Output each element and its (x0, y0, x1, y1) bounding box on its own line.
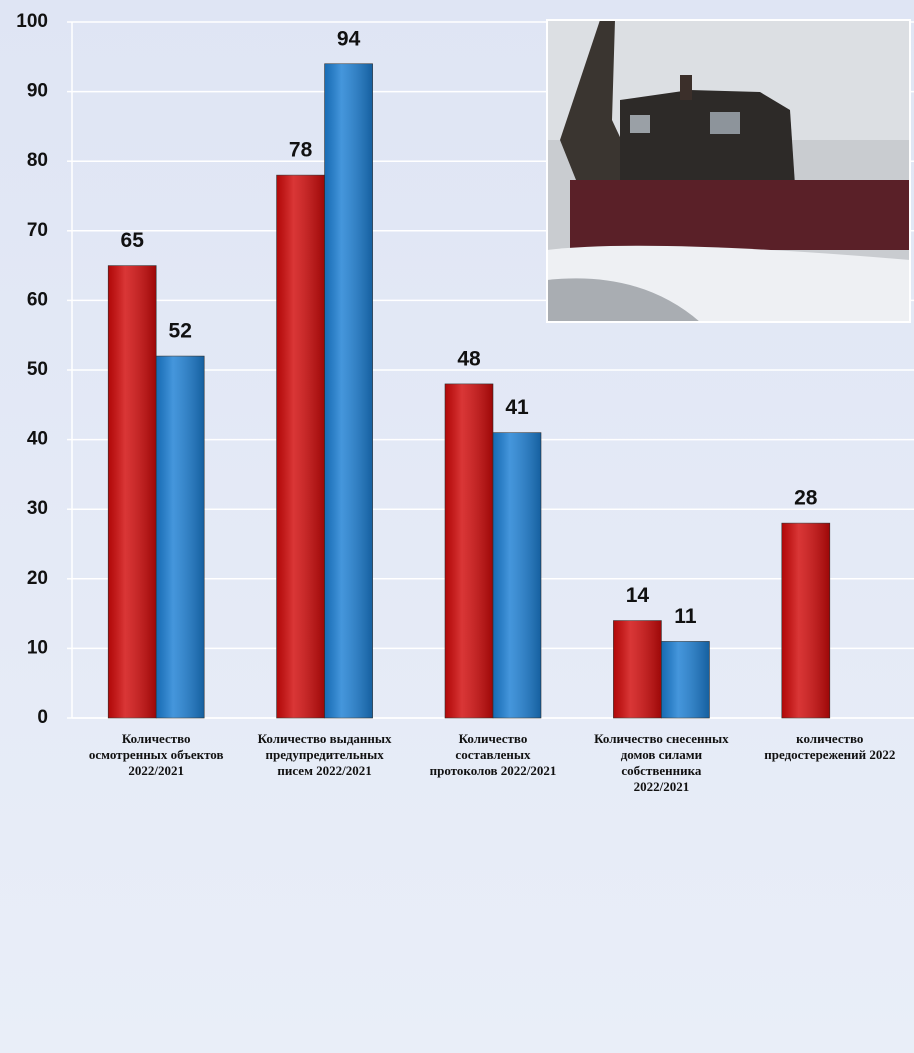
bar-shade (156, 356, 205, 718)
y-tick-label: 100 (16, 11, 48, 32)
bar-shade (324, 63, 373, 718)
value-label: 48 (457, 347, 481, 370)
y-tick-label: 0 (37, 707, 48, 728)
value-label: 41 (505, 396, 529, 419)
value-label: 65 (121, 229, 145, 252)
y-tick-label: 90 (27, 81, 48, 102)
x-tick-label: Количество снесенных домов силами собствен… (594, 731, 729, 794)
y-tick-label: 80 (27, 150, 48, 171)
photo (546, 19, 911, 323)
value-label: 94 (337, 27, 361, 50)
x-tick-label: Количество осмотренных объектов 2022/2021 (89, 731, 224, 778)
bar-shade (661, 641, 710, 718)
y-tick-label: 20 (27, 568, 48, 589)
y-tick-label: 10 (27, 637, 48, 658)
bar-shade (445, 383, 493, 718)
bar-shade (781, 523, 830, 718)
value-label: 52 (169, 320, 192, 343)
value-label: 11 (674, 605, 697, 628)
y-tick-label: 70 (27, 220, 48, 241)
value-label: 14 (626, 584, 650, 607)
bar-shade (613, 620, 662, 718)
value-label: 78 (289, 139, 313, 162)
x-tick-label: количество предостережений 2022 (764, 731, 895, 762)
y-tick-label: 60 (27, 289, 48, 310)
y-tick-label: 40 (27, 429, 48, 450)
value-label: 28 (794, 487, 818, 510)
y-tick-label: 30 (27, 498, 48, 519)
bar-shade (276, 175, 325, 718)
x-tick-label: Количество составленых протоколов 2022/202… (430, 731, 557, 778)
bar-shade (493, 432, 541, 718)
x-tick-label: Количество выданных предупредительных писе… (258, 731, 392, 778)
bar-shade (108, 265, 157, 718)
y-tick-label: 50 (27, 359, 48, 380)
